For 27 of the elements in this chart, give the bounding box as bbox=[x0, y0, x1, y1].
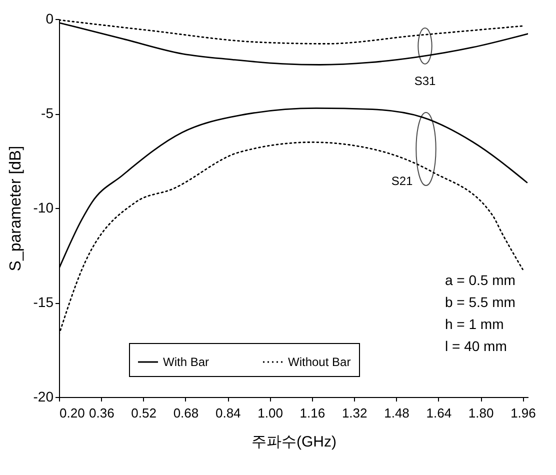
y-tick-label: 0 bbox=[46, 10, 54, 26]
x-tick-label: 0.84 bbox=[215, 406, 241, 420]
x-tick-label: 0.68 bbox=[173, 406, 199, 420]
legend-label: Without Bar bbox=[288, 355, 351, 369]
annotation: S31 bbox=[414, 74, 436, 88]
x-tick-label: 1.64 bbox=[426, 406, 452, 420]
x-tick-label: 1.32 bbox=[342, 406, 368, 420]
x-tick-label: 0.52 bbox=[131, 406, 156, 420]
x-tick-label: 1.48 bbox=[384, 406, 410, 420]
x-tick-label: 0.20 bbox=[60, 406, 85, 420]
annotation: l = 40 mm bbox=[445, 338, 507, 354]
x-tick-label: 1.80 bbox=[468, 406, 494, 420]
annotation: S21 bbox=[391, 174, 413, 188]
annotation: h = 1 mm bbox=[445, 316, 504, 332]
y-tick-label: -15 bbox=[33, 294, 54, 310]
x-tick-label: 1.96 bbox=[510, 406, 536, 420]
x-tick-label: 0.36 bbox=[89, 406, 114, 420]
y-axis-title: S_parameter [dB] bbox=[7, 146, 24, 272]
x-axis-title: 주파수(GHz) bbox=[252, 434, 336, 450]
y-tick-label: -10 bbox=[33, 200, 54, 216]
x-tick-label: 1.00 bbox=[258, 406, 283, 420]
legend-label: With Bar bbox=[163, 355, 210, 369]
y-tick-label: -5 bbox=[41, 105, 54, 121]
annotation: b = 5.5 mm bbox=[445, 294, 516, 310]
x-tick-label: 1.16 bbox=[300, 406, 326, 420]
y-tick-label: -20 bbox=[33, 388, 54, 404]
annotation: a = 0.5 mm bbox=[445, 272, 516, 288]
